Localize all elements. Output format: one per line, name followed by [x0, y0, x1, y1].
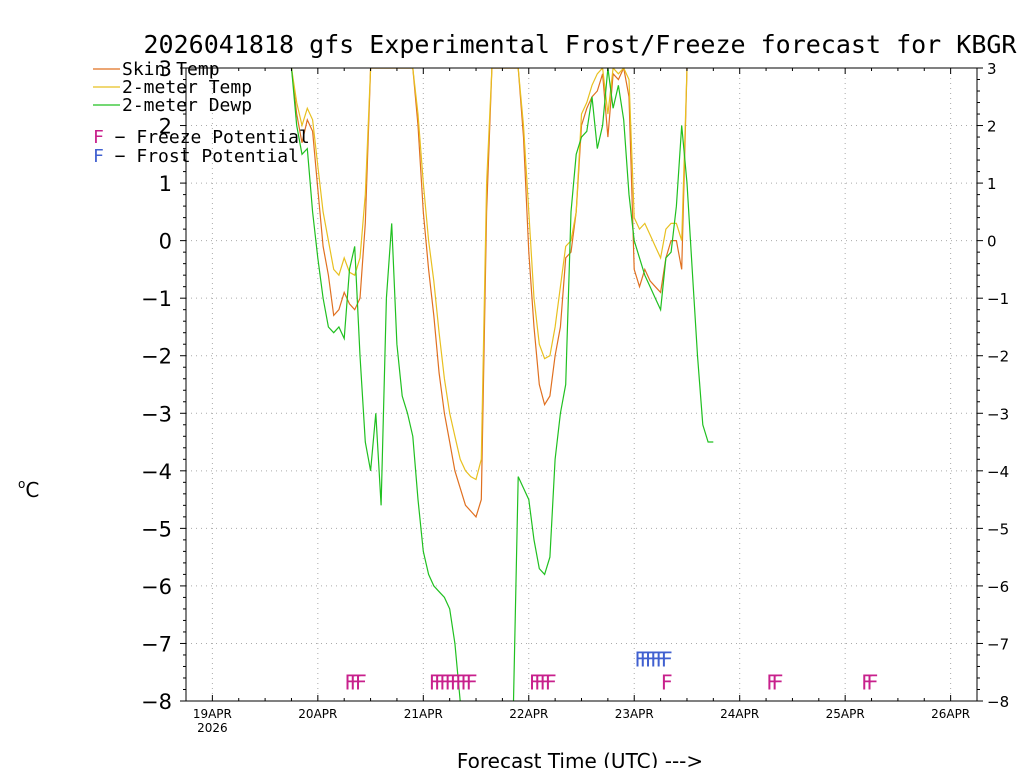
- freeze-potential-marker: F: [349, 670, 361, 694]
- y-tick-label-right: −1: [987, 290, 1009, 308]
- freeze-potential-marker: F: [455, 670, 467, 694]
- x-tick-label: 22APR: [509, 707, 548, 721]
- y-tick-label-left: 2: [159, 115, 172, 139]
- legend-label: 2-meter Dewp: [122, 95, 252, 116]
- legend-potential-1: F − Frost Potential: [93, 146, 299, 167]
- x-tick-label: 24APR: [720, 707, 759, 721]
- y-tick-label-right: 0: [987, 233, 997, 251]
- freeze-potential-marker: F: [344, 670, 356, 694]
- y-tick-label-left: −8: [141, 690, 172, 714]
- legend-potential-symbol: F: [93, 146, 104, 167]
- chart-title: 2026041818 gfs Experimental Frost/Freeze…: [144, 30, 1018, 59]
- y-tick-label-left: −5: [141, 517, 172, 541]
- freeze-potential-marker: F: [444, 670, 456, 694]
- x-tick-label: 19APR: [193, 707, 232, 721]
- x-tick-label: 21APR: [404, 707, 443, 721]
- freeze-potential-marker: F: [861, 670, 873, 694]
- legend-potential-symbol: F: [93, 127, 104, 148]
- y-tick-label-left: −4: [141, 460, 172, 484]
- freeze-potential-marker: F: [429, 670, 441, 694]
- frost-potential-marker: F: [655, 647, 667, 671]
- y-tick-label-left: −1: [141, 287, 172, 311]
- freeze-potential-marker: F: [545, 670, 557, 694]
- x-tick-label: 25APR: [826, 707, 865, 721]
- plot-frame: [185, 67, 978, 702]
- x-axis-ticks: 19APR 20APR 21APR 22APR 23APR 24APR 25APR 26APR…: [193, 68, 970, 735]
- freeze-potential-marker: F: [866, 670, 878, 694]
- freeze-potential-marker: F: [766, 670, 778, 694]
- y-tick-label-right: −4: [987, 463, 1009, 481]
- y-tick-label-right: −3: [987, 405, 1009, 423]
- y-tick-label-right: 1: [987, 175, 997, 193]
- series-line-skin-temp: [290, 68, 688, 519]
- series-line-2-meter-dewp: [290, 68, 714, 701]
- y-axis-label: oC: [18, 477, 39, 502]
- frost-potential-marker: F: [661, 647, 673, 671]
- y-tick-label-right: 2: [987, 118, 997, 136]
- legend-potential-text: − Frost Potential: [104, 146, 299, 167]
- y-tick-label-right: −5: [987, 520, 1009, 538]
- y-axis-label-unit: C: [25, 478, 39, 502]
- legend-potential-text: − Freeze Potential: [104, 127, 310, 148]
- freeze-potential-marker: F: [529, 670, 541, 694]
- freeze-potential-marker: F: [460, 670, 472, 694]
- grid-lines: [186, 67, 977, 702]
- y-tick-label-left: −6: [141, 575, 172, 599]
- freeze-potential-marker: F: [439, 670, 451, 694]
- y-tick-label-right: −7: [987, 635, 1009, 653]
- y-tick-label-left: −2: [141, 345, 172, 369]
- legend-label: 2-meter Temp: [122, 77, 252, 98]
- freeze-potential-marker: F: [539, 670, 551, 694]
- freeze-potential-marker: F: [434, 670, 446, 694]
- y-tick-label-left: 0: [159, 230, 172, 254]
- y-tick-label-right: −8: [987, 693, 1009, 711]
- x-tick-label: 20APR: [298, 707, 337, 721]
- legend-potential-0: F − Freeze Potential: [93, 127, 310, 148]
- freeze-potential-marker: F: [465, 670, 477, 694]
- freeze-potential-marker: F: [661, 670, 673, 694]
- x-tick-label: 23APR: [615, 707, 654, 721]
- freeze-potential-marker: F: [771, 670, 783, 694]
- frost-potential-marker: F: [645, 647, 657, 671]
- frost-potential-marker: F: [634, 647, 646, 671]
- frost-potential-marker: F: [650, 647, 662, 671]
- y-tick-label-right: −6: [987, 578, 1009, 596]
- series-line-2-meter-temp: [290, 68, 688, 481]
- y-tick-label-left: −7: [141, 632, 172, 656]
- x-year-label: 2026: [197, 721, 228, 735]
- freeze-potential-marker: F: [534, 670, 546, 694]
- legend-label: Skin Temp: [122, 59, 220, 80]
- y-tick-label-left: −3: [141, 402, 172, 426]
- frost-potential-marker: F: [640, 647, 652, 671]
- series-lines: [290, 68, 714, 701]
- x-tick-label: 26APR: [931, 707, 970, 721]
- y-tick-label-left: 1: [159, 172, 172, 196]
- x-axis-label: Forecast Time (UTC) --->: [457, 749, 703, 768]
- y-axis-ticks: 3 3 2 2 1 1 0 0 −1 −1 −2 −2 −3 −3 −4 −4 −5 −5 −6 −6 −7 −7 −8 −8: [141, 57, 1009, 714]
- freeze-potential-marker: F: [450, 670, 462, 694]
- freeze-potential-marker: F: [355, 670, 367, 694]
- y-tick-label-right: −2: [987, 348, 1009, 366]
- y-tick-label-right: 3: [987, 60, 997, 78]
- y-axis-label-degree: o: [18, 477, 25, 491]
- y-tick-label-left: 3: [159, 57, 172, 81]
